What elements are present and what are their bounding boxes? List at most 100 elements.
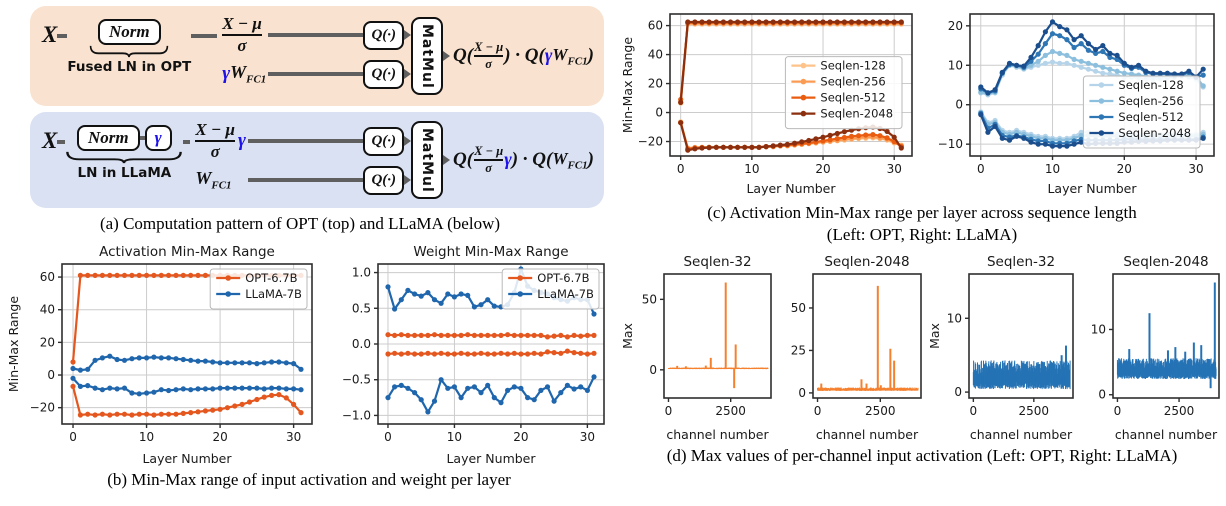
svg-text:Min-Max Range: Min-Max Range (6, 296, 21, 392)
svg-text:0: 0 (970, 404, 978, 418)
svg-text:Max: Max (927, 323, 942, 349)
svg-text:30: 30 (580, 430, 595, 444)
svg-text:Seqlen-2048: Seqlen-2048 (824, 254, 909, 270)
svg-text:25: 25 (791, 344, 806, 358)
svg-text:OPT-6.7B: OPT-6.7B (245, 271, 297, 285)
panel-d-charts: 0 2500 0 50 Seqlen-32 channel number Max 0 2500… (618, 250, 1226, 446)
llama-norm-group: Norm γ LN in LLaMA (65, 125, 183, 181)
svg-text:20: 20 (815, 162, 830, 176)
svg-text:20: 20 (212, 430, 227, 444)
svg-text:−20: −20 (638, 135, 663, 149)
svg-text:Seqlen-128: Seqlen-128 (1118, 78, 1183, 92)
svg-text:−20: −20 (30, 401, 55, 415)
svg-text:0: 0 (69, 430, 77, 444)
svg-text:Seqlen-256: Seqlen-256 (1118, 94, 1183, 108)
connector-line (268, 33, 364, 37)
opt-operands: X − μ σ γ WFC1 (222, 12, 266, 90)
llama-input-x: X (42, 128, 58, 153)
svg-text:Seqlen-32: Seqlen-32 (683, 254, 751, 270)
chart-max-opt-seqlen2048: 0 2500 0 25 50 Seqlen-2048 channel number (791, 254, 922, 442)
svg-text:0.0: 0.0 (352, 337, 371, 351)
svg-text:0: 0 (677, 162, 685, 176)
svg-text:−0.5: −0.5 (342, 373, 371, 387)
chart-max-llama-seqlen2048: 0 2500 0 10 Seqlen-2048 channel number (1091, 254, 1220, 442)
normalized-fraction: X − μ σ (195, 120, 235, 161)
llama-operands: X − μ σ γ WFC1 (195, 118, 246, 196)
right-column: 0 10 20 30 −20 0 20 40 60 Layer Number Min-Max Ran… (618, 0, 1226, 506)
llama-ln-label: LN in LLaMA (77, 165, 172, 181)
svg-text:0: 0 (655, 106, 663, 120)
svg-text:0: 0 (977, 162, 985, 176)
svg-text:Max: Max (620, 323, 635, 349)
svg-text:Seqlen-256: Seqlen-256 (820, 75, 885, 89)
svg-text:30: 30 (1188, 162, 1203, 176)
svg-text:40: 40 (648, 48, 663, 62)
svg-text:60: 60 (40, 270, 55, 284)
matmul-box: MatMul (411, 121, 444, 199)
svg-text:2500: 2500 (1164, 404, 1195, 418)
svg-text:channel number: channel number (666, 427, 769, 442)
weight-symbol: WFC1 (195, 168, 232, 192)
connector-line (57, 140, 66, 144)
chart-max-opt-seqlen32: 0 2500 0 50 Seqlen-32 channel number Max (620, 254, 772, 442)
svg-text:LLaMA-7B: LLaMA-7B (245, 287, 302, 301)
svg-text:Seqlen-128: Seqlen-128 (820, 59, 885, 73)
opt-output-formula: Q(X − μ σ) · Q(γ WFC1) (443, 40, 594, 71)
underbrace (66, 151, 183, 164)
connector-line (247, 178, 364, 182)
arrow-icon (404, 69, 412, 79)
caption-c-line1: (c) Activation Min-Max range per layer a… (707, 203, 1137, 222)
opt-norm-group: Norm Fused LN in OPT (67, 19, 191, 75)
svg-text:0: 0 (47, 368, 55, 382)
svg-text:0: 0 (955, 98, 963, 112)
svg-text:0: 0 (798, 386, 806, 400)
svg-text:0: 0 (649, 363, 657, 377)
diagram-llama: X Norm γ LN in LLaMA (30, 112, 604, 208)
svg-text:channel number: channel number (816, 427, 919, 442)
svg-text:0: 0 (384, 430, 392, 444)
opt-input-x: X (42, 22, 58, 47)
svg-text:Layer Number: Layer Number (446, 451, 536, 466)
svg-text:0.5: 0.5 (352, 301, 371, 315)
svg-text:Weight Min-Max Range: Weight Min-Max Range (413, 244, 568, 260)
llama-quantizers: Q(·) Q(·) (247, 118, 412, 196)
svg-text:10: 10 (447, 430, 462, 444)
quantize-box: Q(·) (363, 59, 405, 89)
svg-text:10: 10 (1045, 162, 1060, 176)
svg-text:2500: 2500 (865, 404, 896, 418)
svg-text:50: 50 (642, 293, 657, 307)
svg-text:50: 50 (791, 301, 806, 315)
svg-text:Seqlen-32: Seqlen-32 (987, 254, 1055, 270)
svg-text:20: 20 (948, 19, 963, 33)
svg-text:2500: 2500 (715, 404, 746, 418)
caption-b: (b) Min-Max range of input activation an… (107, 470, 511, 489)
connector-line (139, 136, 145, 140)
svg-text:20: 20 (513, 430, 528, 444)
chart-max-llama-seqlen32: 0 2500 0 10 Seqlen-32 channel number Max (927, 254, 1074, 442)
left-column: X Norm Fused LN in OPT (6, 6, 605, 489)
norm-box: Norm (97, 19, 161, 45)
quantize-box: Q(·) (363, 20, 405, 50)
svg-text:Seqlen-512: Seqlen-512 (1118, 110, 1183, 124)
svg-text:10: 10 (139, 430, 154, 444)
connector-line (57, 34, 68, 38)
svg-text:OPT-6.7B: OPT-6.7B (537, 271, 589, 285)
svg-text:Seqlen-2048: Seqlen-2048 (1123, 254, 1208, 270)
caption-c-line2: (Left: OPT, Right: LLaMA) (826, 225, 1018, 245)
gamma-box: γ (144, 125, 172, 151)
svg-text:40: 40 (40, 303, 55, 317)
svg-text:Min-Max Range: Min-Max Range (620, 37, 635, 133)
caption-a: (a) Computation pattern of OPT (top) and… (99, 214, 501, 233)
connector-line (247, 139, 364, 143)
svg-text:30: 30 (887, 162, 902, 176)
llama-output-formula: Q(X − μ σ γ) · Q(WFC1) (443, 144, 594, 175)
opt-quantizers: Q(·) Q(·) (268, 12, 412, 90)
panel-c-charts: 0 10 20 30 −20 0 20 40 60 Layer Number Min-Max Ran… (618, 4, 1226, 200)
svg-text:Activation Min-Max Range: Activation Min-Max Range (99, 244, 275, 260)
caption-c: (c) Activation Min-Max range per layer a… (618, 202, 1226, 246)
svg-text:10: 10 (1091, 323, 1106, 337)
gamma-symbol: γ (222, 63, 231, 84)
svg-text:0: 0 (814, 404, 822, 418)
chart-seqlen-opt: 0 10 20 30 −20 0 20 40 60 Layer Number Min-Max Ran… (620, 13, 913, 196)
